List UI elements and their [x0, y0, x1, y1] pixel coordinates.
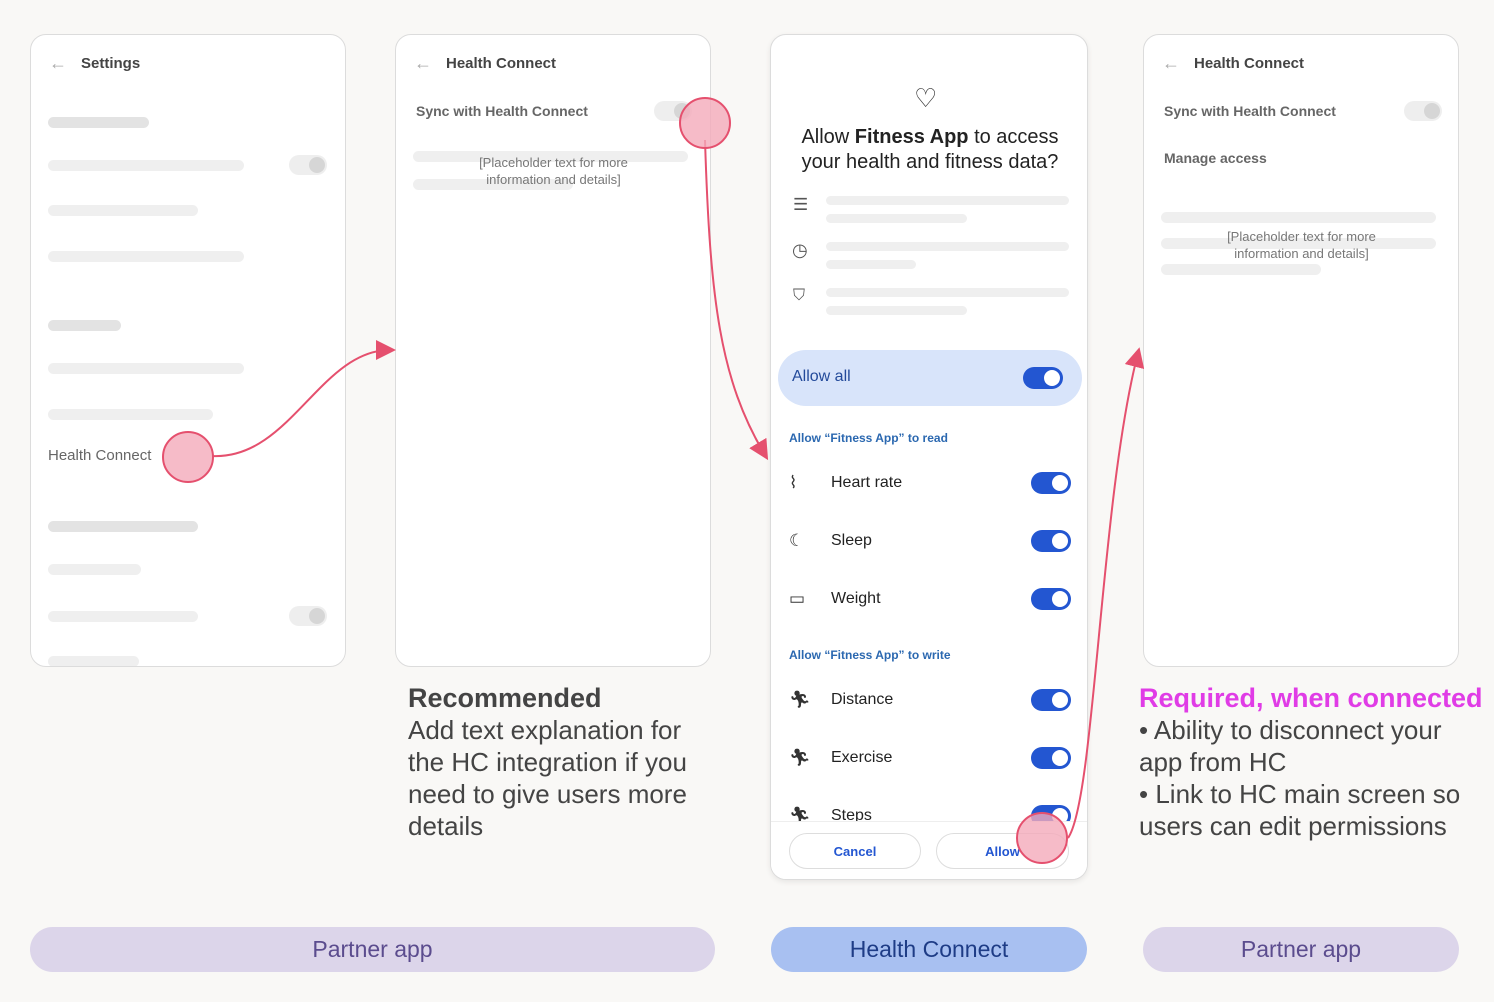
toggle[interactable] [289, 606, 327, 626]
recommended-note: Recommended Add text explanation for the… [408, 682, 708, 842]
distance-toggle[interactable] [1031, 689, 1071, 711]
running-icon: 🏃︎ [789, 748, 811, 767]
heart-rate-toggle[interactable] [1031, 472, 1071, 494]
screen-title: Health Connect [446, 55, 557, 72]
allow-all-label: Allow all [792, 368, 851, 385]
sync-label: Sync with Health Connect [1164, 103, 1336, 119]
partner-app-label: Partner app [30, 927, 715, 972]
tap-indicator [1016, 812, 1068, 864]
sliders-icon: ☰ [793, 195, 809, 214]
allow-button[interactable]: Allow [936, 833, 1069, 869]
screen-title: Settings [81, 55, 141, 72]
shield-info-icon: ⛉ [793, 287, 806, 304]
heart-rate-icon: ⌇ [789, 473, 798, 492]
sync-toggle[interactable] [1404, 101, 1442, 121]
read-heading: Allow “Fitness App” to read [789, 431, 948, 445]
exercise-toggle[interactable] [1031, 747, 1071, 769]
sleep-icon: ☾ [789, 531, 805, 550]
cancel-button[interactable]: Cancel [789, 833, 921, 869]
note-line: • Ability to disconnect your app from HC [1139, 715, 1442, 777]
permission-distance[interactable]: 🏃︎ Distance [789, 690, 894, 709]
partner-hc-connected-screen: ← Health Connect Sync with Health Connect… [1143, 34, 1459, 667]
note-line: • Link to HC main screen so users can ed… [1139, 779, 1461, 841]
weight-toggle[interactable] [1031, 588, 1071, 610]
back-arrow-icon[interactable]: ← [414, 53, 432, 73]
permission-steps[interactable]: 🏃︎ Steps [789, 806, 872, 825]
health-connect-logo-icon: ♡ [914, 83, 938, 113]
health-connect-label: Health Connect [771, 927, 1087, 972]
sleep-toggle[interactable] [1031, 530, 1071, 552]
manage-access-link[interactable]: Manage access [1164, 150, 1267, 166]
note-title: Recommended [408, 683, 602, 713]
partner-hc-screen: ← Health Connect Sync with Health Connect… [395, 34, 711, 667]
allow-all-toggle[interactable] [1023, 367, 1063, 389]
running-icon: 🏃︎ [789, 806, 811, 825]
sync-label: Sync with Health Connect [416, 103, 588, 119]
permission-heart-rate[interactable]: ⌇ Heart rate [789, 473, 903, 492]
health-connect-item[interactable]: Health Connect [48, 447, 152, 464]
toggle[interactable] [289, 155, 327, 175]
placeholder-text: [Placeholder text for more information a… [1227, 229, 1376, 261]
back-arrow-icon[interactable]: ← [49, 53, 67, 73]
tap-indicator [162, 431, 214, 483]
required-note: Required, when connected • Ability to di… [1139, 682, 1484, 842]
note-title: Required, when connected [1139, 683, 1483, 713]
permission-weight[interactable]: ▭ Weight [789, 589, 881, 608]
history-icon: ◷ [792, 240, 808, 260]
permission-screen: ♡ Allow Fitness App to access your healt… [770, 34, 1088, 880]
tap-indicator [679, 97, 731, 149]
running-icon: 🏃︎ [789, 690, 811, 709]
partner-app-label: Partner app [1143, 927, 1459, 972]
write-heading: Allow “Fitness App” to write [789, 648, 951, 662]
placeholder-text: [Placeholder text for more information a… [479, 155, 628, 187]
back-arrow-icon[interactable]: ← [1162, 53, 1180, 73]
allow-all-row[interactable]: Allow all [778, 350, 1082, 406]
arrow-2 [704, 139, 769, 461]
permission-title: Allow Fitness App to access your health … [801, 126, 1059, 173]
weight-icon: ▭ [789, 589, 806, 608]
permission-exercise[interactable]: 🏃︎ Exercise [789, 748, 893, 767]
settings-screen: ← Settings Health Connect [30, 34, 346, 667]
note-body: Add text explanation for the HC integrat… [408, 715, 687, 841]
permission-sleep[interactable]: ☾ Sleep [789, 531, 872, 550]
screen-title: Health Connect [1194, 55, 1305, 72]
